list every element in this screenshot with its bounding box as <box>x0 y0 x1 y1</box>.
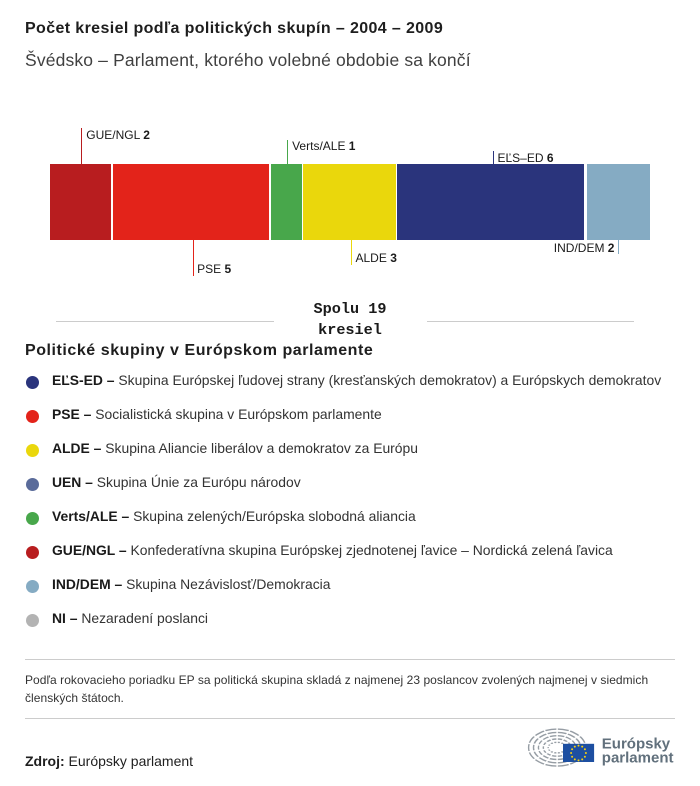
svg-text:parlament: parlament <box>602 749 674 766</box>
svg-text:Európsky: Európsky <box>602 735 671 752</box>
